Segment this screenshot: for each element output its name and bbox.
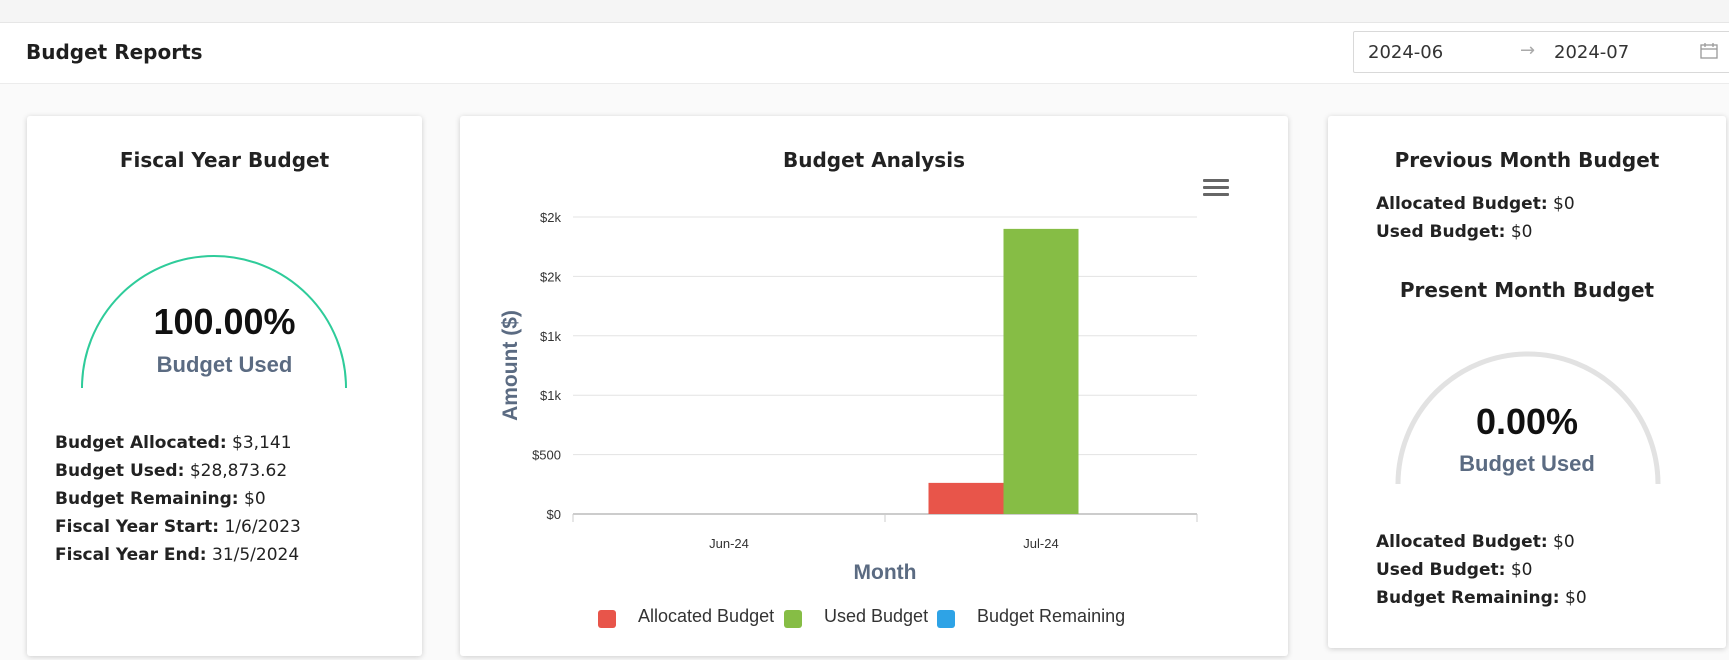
- top-strip: [0, 0, 1729, 23]
- range-arrow-icon: →: [1520, 40, 1535, 61]
- start-date-input[interactable]: 2024-06: [1368, 42, 1443, 63]
- previous-row-used: Used Budget: $0: [1376, 218, 1575, 246]
- present-gauge-percent: 0.00%: [1328, 401, 1726, 443]
- y-tick-label: $2k: [540, 210, 561, 225]
- present-row-used: Used Budget: $0: [1376, 556, 1587, 584]
- fiscal-details: Budget Allocated: $3,141 Budget Used: $2…: [55, 429, 301, 569]
- calendar-icon[interactable]: [1700, 43, 1718, 59]
- y-tick-label: $1k: [540, 329, 561, 344]
- fiscal-row-allocated: Budget Allocated: $3,141: [55, 429, 301, 457]
- present-month-title: Present Month Budget: [1328, 278, 1726, 302]
- legend-swatch-remaining: [937, 610, 955, 628]
- present-row-allocated: Allocated Budget: $0: [1376, 528, 1587, 556]
- x-tick-label: Jul-24: [1023, 536, 1058, 551]
- month-budget-card: Previous Month Budget Allocated Budget: …: [1328, 116, 1726, 648]
- fiscal-card-title: Fiscal Year Budget: [27, 148, 422, 172]
- fiscal-gauge-percent: 100.00%: [27, 301, 422, 343]
- bar-used-budget-Jul-24: [1004, 229, 1079, 514]
- x-tick-label: Jun-24: [709, 536, 749, 551]
- x-axis-title: Month: [854, 561, 917, 584]
- page-header: Budget Reports 2024-06 → 2024-07: [0, 23, 1729, 84]
- fiscal-row-remaining: Budget Remaining: $0: [55, 485, 301, 513]
- y-tick-label: $1k: [540, 388, 561, 403]
- fiscal-row-used: Budget Used: $28,873.62: [55, 457, 301, 485]
- end-date-input[interactable]: 2024-07: [1554, 42, 1629, 63]
- fiscal-year-card: Fiscal Year Budget 100.00% Budget Used B…: [27, 116, 422, 656]
- legend-swatch-allocated: [598, 610, 616, 628]
- page-title: Budget Reports: [26, 40, 203, 64]
- y-tick-label: $2k: [540, 269, 561, 284]
- previous-row-allocated: Allocated Budget: $0: [1376, 190, 1575, 218]
- y-tick-label: $500: [532, 448, 561, 463]
- date-range-picker[interactable]: 2024-06 → 2024-07: [1353, 31, 1729, 73]
- budget-analysis-card: Budget Analysis $0 $500 $1k $1k $2k $2k Jun-24…: [460, 116, 1288, 656]
- fiscal-gauge-label: Budget Used: [27, 352, 422, 378]
- previous-details: Allocated Budget: $0 Used Budget: $0: [1376, 190, 1575, 246]
- y-axis-title: Amount ($): [499, 310, 522, 421]
- fiscal-row-end: Fiscal Year End: 31/5/2024: [55, 541, 301, 569]
- previous-month-title: Previous Month Budget: [1328, 148, 1726, 172]
- present-details: Allocated Budget: $0 Used Budget: $0 Bud…: [1376, 528, 1587, 612]
- chart-legend: Allocated Budget Used Budget Budget Rema…: [460, 606, 1288, 636]
- present-gauge-label: Budget Used: [1328, 451, 1726, 477]
- bar-allocated-budget-Jul-24: [929, 483, 1004, 514]
- budget-analysis-chart: $0 $500 $1k $1k $2k $2k Jun-24 Jul-24 Month Amoun…: [460, 116, 1288, 606]
- present-row-remaining: Budget Remaining: $0: [1376, 584, 1587, 612]
- fiscal-row-start: Fiscal Year Start: 1/6/2023: [55, 513, 301, 541]
- y-tick-label: $0: [547, 507, 561, 522]
- legend-swatch-used: [784, 610, 802, 628]
